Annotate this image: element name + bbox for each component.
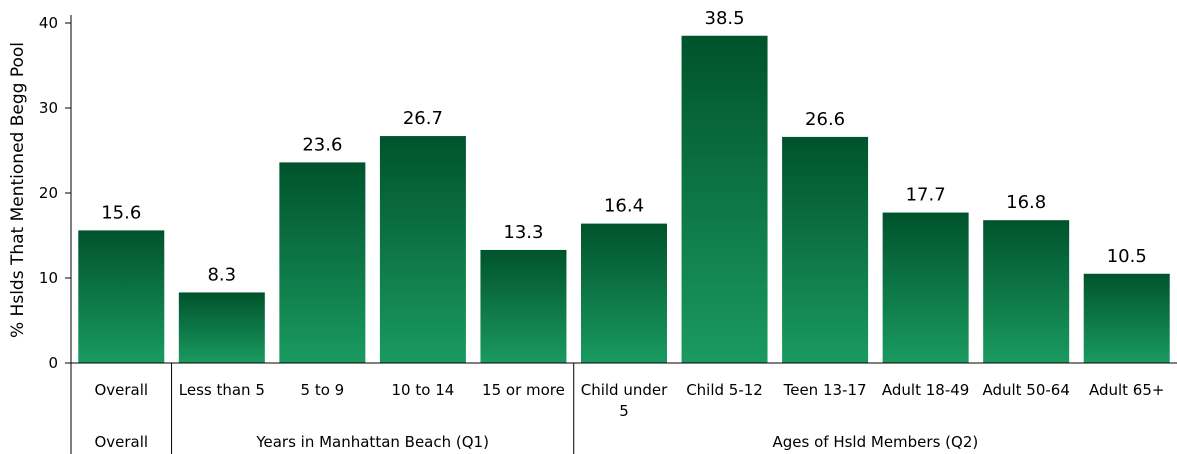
y-tick-label: 10: [39, 269, 58, 287]
bar: [882, 212, 969, 363]
x-category-label: Child under 5: [581, 381, 668, 420]
x-category-label: Adult 50-64: [982, 381, 1069, 399]
bar-value-label: 26.6: [805, 109, 845, 130]
y-axis-label: % Hslds That Mentioned Begg Pool: [8, 42, 28, 338]
bar-value-label: 38.5: [705, 8, 745, 29]
bar: [1083, 273, 1170, 363]
y-axis: 0 10 20 30 40: [39, 14, 72, 372]
bar-value-label: 10.5: [1107, 246, 1147, 267]
bar: [581, 223, 667, 363]
group-label: Ages of Hsld Members (Q2): [773, 433, 979, 451]
x-category-label: 10 to 14: [392, 381, 455, 399]
x-category-label: Adult 65+: [1089, 381, 1165, 399]
y-tick-label: 20: [39, 184, 58, 202]
bar-value-label: 15.6: [101, 202, 141, 223]
x-category-label: Child 5-12: [686, 381, 763, 399]
bar-value-label: 16.8: [1006, 192, 1046, 213]
bar: [279, 162, 366, 363]
bar: [782, 136, 869, 363]
x-axis: Overall Less than 5 5 to 9 10 to 14 15 or mo…: [70, 362, 1177, 454]
bar-value-label: 17.7: [906, 185, 946, 206]
bars: 15.6 8.3 23.6 26.7 13.3 16.4 38.5 26.6 17.7 16.8 1…: [78, 8, 1170, 363]
bar-value-label: 23.6: [302, 134, 342, 155]
y-tick-label: 30: [39, 99, 58, 117]
y-tick-label: 40: [39, 14, 58, 32]
bar: [178, 292, 265, 363]
bar: [480, 249, 567, 363]
x-category-label: Overall: [94, 381, 148, 399]
bar: [78, 230, 165, 363]
bar-value-label: 16.4: [604, 196, 644, 217]
group-label: Overall: [94, 433, 148, 451]
x-category-label: Teen 13-17: [783, 381, 867, 399]
x-category-label: 5 to 9: [301, 381, 345, 399]
bar: [379, 136, 466, 363]
bar-value-label: 26.7: [403, 108, 443, 129]
bar-value-label: 8.3: [207, 264, 236, 285]
x-category-label: Adult 18-49: [882, 381, 969, 399]
bar-value-label: 13.3: [503, 222, 543, 243]
y-tick-label: 0: [48, 354, 58, 372]
bar: [681, 35, 768, 363]
bar: [983, 220, 1070, 363]
group-label: Years in Manhattan Beach (Q1): [255, 433, 489, 451]
x-category-label: Less than 5: [179, 381, 265, 399]
x-category-label: 15 or more: [482, 381, 565, 399]
